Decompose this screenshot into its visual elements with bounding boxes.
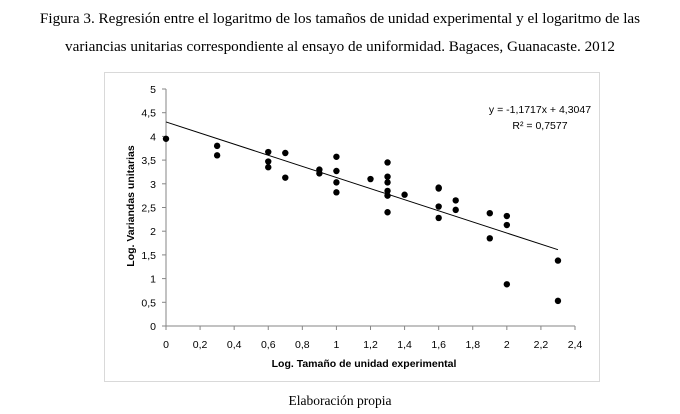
data-points [162, 135, 562, 305]
data-point [282, 174, 289, 181]
data-point [554, 257, 562, 264]
x-axis-label: Log. Tamaño de unidad experimental [272, 358, 457, 370]
x-tick-label: 0,6 [261, 339, 276, 351]
y-tick-label: 2,5 [141, 203, 156, 215]
data-point [554, 297, 562, 305]
data-point [282, 149, 289, 157]
y-tick-label: 0,5 [141, 297, 156, 309]
x-tick-label: 1,6 [431, 339, 446, 351]
y-tick-label: 3 [150, 179, 156, 191]
data-point [384, 179, 391, 186]
data-point [384, 173, 391, 180]
x-tick-label: 1 [333, 339, 339, 351]
y-tick-label: 1 [150, 274, 156, 286]
caption-line-1: Figura 3. Regresión entre el logaritmo d… [39, 10, 641, 27]
y-tick-label: 1,5 [141, 250, 156, 262]
data-point [503, 221, 511, 229]
trendline [165, 121, 559, 251]
data-point [452, 197, 459, 204]
data-point [333, 167, 340, 175]
data-point [333, 179, 340, 186]
y-tick-label: 5 [150, 84, 156, 96]
x-tick-label: 1,8 [465, 339, 480, 351]
figure-caption: Figura 3. Regresión entre el logaritmo d… [6, 5, 674, 61]
caption-line-2: variancias unitarias correspondiente al … [65, 38, 615, 55]
x-tick-label: 1,4 [397, 339, 412, 351]
data-point [435, 214, 442, 222]
data-point [384, 187, 391, 195]
data-point [435, 185, 442, 192]
data-point [503, 212, 511, 220]
y-axis-ticks: 0 0,5 1 1,5 2 2,5 3 3,5 4 4,5 5 [141, 84, 166, 333]
data-point [384, 159, 391, 166]
chart-frame [104, 72, 600, 382]
x-tick-label: 0 [163, 339, 169, 351]
x-tick-label: 2 [504, 339, 510, 351]
x-tick-label: 0,2 [193, 339, 208, 351]
data-point [265, 164, 272, 171]
x-tick-label: 0,4 [227, 339, 242, 351]
data-point [486, 209, 493, 217]
figure-source: Elaboración propia [288, 393, 392, 408]
data-point [213, 152, 221, 159]
x-tick-label: 2,4 [568, 339, 583, 351]
data-point [265, 148, 272, 156]
trendline-group [165, 121, 559, 251]
data-point [384, 192, 391, 199]
x-tick-label: 1,2 [363, 339, 378, 351]
y-axis-label: Log. Variandas unitarias [125, 145, 137, 267]
data-point [486, 235, 493, 242]
data-point [265, 158, 272, 165]
data-point [435, 203, 442, 210]
data-point [452, 206, 459, 214]
data-point [401, 191, 408, 198]
y-tick-label: 3,5 [141, 155, 156, 167]
x-tick-label: 0,8 [295, 339, 310, 351]
y-tick-label: 2 [150, 226, 156, 238]
y-tick-label: 4 [150, 131, 156, 143]
data-point [333, 153, 340, 160]
data-point [384, 209, 391, 216]
data-point [367, 175, 374, 183]
data-point [503, 281, 511, 288]
data-point [316, 170, 323, 177]
x-tick-label: 2,2 [534, 339, 549, 351]
data-point [213, 142, 221, 150]
x-axis-ticks: 0 0,2 0,4 0,6 0,8 1 1,2 1,4 1,6 1,8 2 2,2 2,4 [163, 326, 582, 351]
data-point [333, 189, 340, 196]
y-tick-label: 4,5 [141, 108, 156, 120]
regression-equation: y = -1,1717x + 4,3047 [489, 104, 591, 116]
data-point [162, 135, 170, 142]
y-tick-label: 0 [150, 321, 156, 333]
r-squared-label: R² = 0,7577 [512, 120, 567, 132]
